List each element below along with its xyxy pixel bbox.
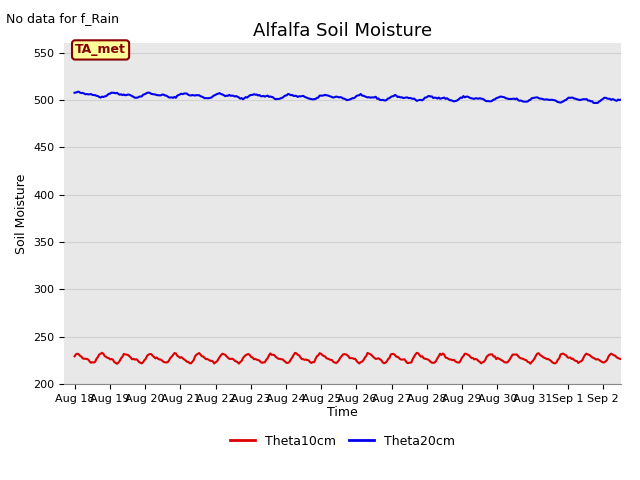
Y-axis label: Soil Moisture: Soil Moisture bbox=[15, 173, 28, 254]
Text: No data for f_Rain: No data for f_Rain bbox=[6, 12, 120, 25]
Legend: Theta10cm, Theta20cm: Theta10cm, Theta20cm bbox=[225, 430, 460, 453]
Title: Alfalfa Soil Moisture: Alfalfa Soil Moisture bbox=[253, 22, 432, 40]
Text: TA_met: TA_met bbox=[75, 43, 126, 57]
X-axis label: Time: Time bbox=[327, 407, 358, 420]
